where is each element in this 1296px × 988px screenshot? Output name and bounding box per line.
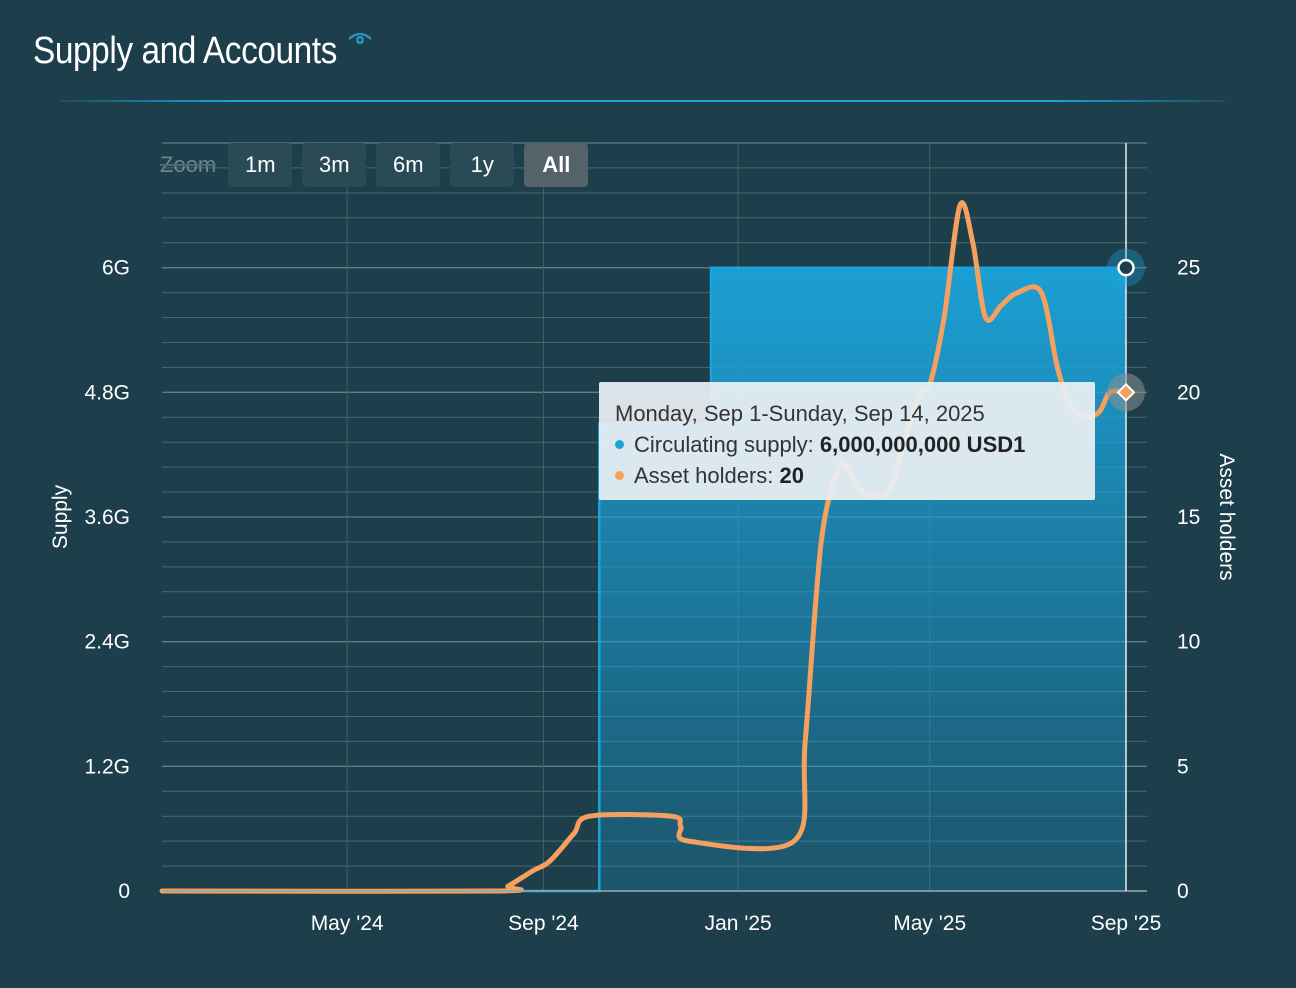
- right-tick-label: 5: [1177, 755, 1189, 778]
- tooltip-date: Monday, Sep 1-Sunday, Sep 14, 2025: [615, 401, 985, 426]
- right-tick-label: 25: [1177, 257, 1200, 280]
- eye-icon[interactable]: [346, 28, 374, 48]
- holders-dot-icon: [615, 470, 624, 480]
- right-tick-label: 15: [1177, 506, 1200, 529]
- zoom-6m-button[interactable]: 6m: [376, 143, 441, 187]
- x-tick-label: May '25: [893, 912, 966, 935]
- left-tick-label: 3.6G: [84, 506, 130, 529]
- left-axis-title: Supply: [49, 484, 72, 549]
- right-tick-label: 0: [1177, 880, 1189, 903]
- tooltip-supply-label: Circulating supply:: [634, 432, 814, 457]
- left-tick-label: 1.2G: [84, 755, 130, 778]
- x-tick-label: Jan '25: [705, 912, 772, 935]
- right-tick-label: 10: [1177, 631, 1200, 654]
- tooltip-supply-row: Circulating supply: 6,000,000,000 USD1: [615, 429, 1079, 460]
- right-tick-label: 20: [1177, 381, 1200, 404]
- supply-series: [162, 266, 1126, 893]
- page-title: Supply and Accounts: [33, 30, 337, 72]
- tooltip-holders-label: Asset holders:: [634, 463, 774, 488]
- left-tick-label: 0: [118, 880, 130, 903]
- left-axis-ticks: 0 1.2G 2.4G 3.6G 4.8G 6G: [84, 257, 130, 903]
- holders-marker: [1116, 382, 1136, 402]
- supply-marker: [1117, 258, 1135, 277]
- supply-area: [162, 267, 1126, 891]
- tooltip-holders-row: Asset holders: 20: [615, 460, 1079, 491]
- zoom-1m-button[interactable]: 1m: [228, 143, 293, 187]
- x-tick-label: Sep '25: [1091, 912, 1162, 935]
- left-tick-label: 4.8G: [84, 381, 130, 404]
- tooltip-supply-value: 6,000,000,000 USD1: [819, 432, 1026, 457]
- left-tick-label: 6G: [102, 257, 130, 280]
- zoom-all-button[interactable]: All: [524, 143, 589, 187]
- tooltip-holders-value: 20: [779, 463, 805, 488]
- chart-tooltip: Monday, Sep 1-Sunday, Sep 14, 2025 Circu…: [599, 382, 1095, 500]
- x-axis-ticks: May '24 Sep '24 Jan '25 May '25 Sep '25: [311, 912, 1162, 935]
- zoom-1y-button[interactable]: 1y: [450, 143, 515, 187]
- title-divider: [60, 100, 1225, 102]
- zoom-label: Zoom: [160, 152, 217, 177]
- x-tick-label: May '24: [311, 912, 384, 935]
- right-axis-ticks: 0 5 10 15 20 25: [1177, 257, 1200, 903]
- zoom-3m-button[interactable]: 3m: [302, 143, 367, 187]
- left-tick-label: 2.4G: [84, 631, 130, 654]
- zoom-controls: Zoom 1m 3m 6m 1y All: [160, 143, 589, 187]
- supply-dot-icon: [615, 439, 624, 449]
- right-axis-title: Asset holders: [1215, 453, 1238, 580]
- x-tick-label: Sep '24: [508, 912, 579, 935]
- hover-markers: [1107, 248, 1145, 412]
